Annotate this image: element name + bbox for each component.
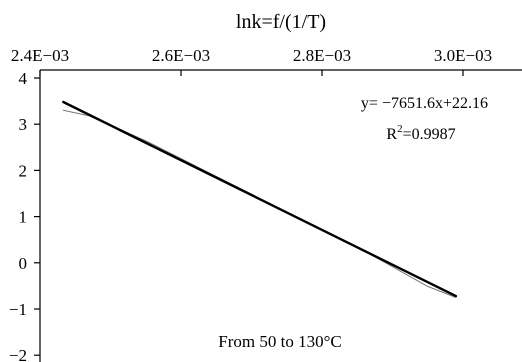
- series: [62, 100, 458, 298]
- x-tick-label: 2.4E−03: [11, 46, 69, 65]
- x-axis-label: lnk=f/(1/T): [236, 11, 326, 33]
- axes: [39, 69, 522, 362]
- y-tick-label: 4: [19, 69, 28, 88]
- r-squared-value: =0.9987: [403, 126, 456, 143]
- x-tick-label: 2.6E−03: [152, 46, 210, 65]
- r-squared-prefix: R: [386, 126, 397, 143]
- x-tick-label: 2.8E−03: [293, 46, 351, 65]
- r-squared-annotation: R2=0.9987: [386, 123, 455, 143]
- y-tick-label: 2: [19, 161, 28, 180]
- y-tick-label: 1: [19, 208, 28, 227]
- y-tick-label: 3: [19, 115, 28, 134]
- y-tick-label: 0: [19, 254, 28, 273]
- y-tick-label: −1: [9, 300, 27, 319]
- equation-annotation: y= −7651.6x+22.16: [361, 95, 488, 112]
- fit-line: [62, 100, 458, 298]
- y-tick-label: −2: [9, 346, 27, 362]
- ticks: 2.4E−03 2.6E−03 2.8E−03 3.0E−03 4 3 2 1 0 −1 −2: [9, 46, 492, 362]
- x-tick-label: 3.0E−03: [434, 46, 492, 65]
- r-squared-superscript: 2: [397, 123, 403, 135]
- temperature-range-note: From 50 to 130°C: [218, 332, 341, 351]
